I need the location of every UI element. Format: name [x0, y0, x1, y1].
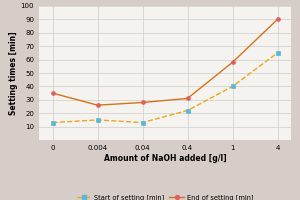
Y-axis label: Setting times [min]: Setting times [min]: [9, 31, 18, 115]
X-axis label: Amount of NaOH added [g/l]: Amount of NaOH added [g/l]: [104, 154, 226, 163]
Legend: Start of setting [min], End of setting [min]: Start of setting [min], End of setting […: [74, 192, 256, 200]
